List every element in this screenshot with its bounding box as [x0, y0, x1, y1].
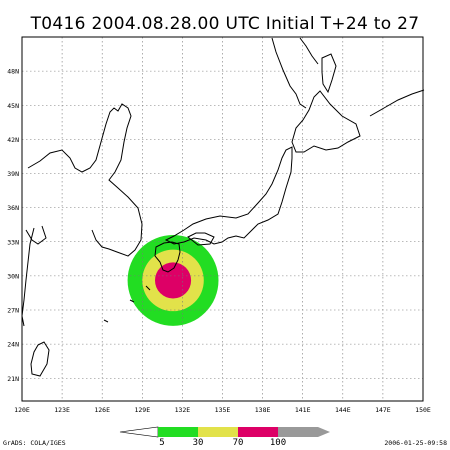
lat-tick-label: 36N	[7, 204, 19, 212]
lat-tick-label: 45N	[7, 102, 19, 110]
coast-sakhalin	[321, 53, 337, 94]
coast-honshu	[164, 146, 293, 245]
legend-label: 100	[270, 438, 286, 448]
lon-tick-label: 144E	[335, 406, 351, 414]
coast-bohai	[25, 225, 47, 245]
map-title: T0416 2004.08.28.00 UTC Initial T+24 to …	[30, 14, 420, 34]
lat-tick-label: 30N	[7, 272, 19, 280]
legend-arrow-right	[318, 427, 330, 437]
probability-rings	[127, 234, 219, 326]
lon-tick-label: 135E	[215, 406, 231, 414]
lon-tick-label: 150E	[415, 406, 431, 414]
lon-tick-label: 129E	[134, 406, 150, 414]
lat-tick-label: 48N	[7, 68, 19, 76]
legend-swatch	[238, 427, 278, 437]
coast-russia-north	[299, 37, 319, 65]
coast-taiwan	[30, 341, 50, 377]
lat-tick-label: 33N	[7, 238, 19, 246]
legend-swatch	[198, 427, 238, 437]
lon-tick-label: 138E	[255, 406, 271, 414]
grads-credit: GrADS: COLA/IGES	[3, 439, 66, 447]
coast-china-east	[21, 227, 35, 327]
coast-kurils	[369, 89, 425, 117]
probability-ring-70	[154, 262, 192, 299]
coast-hokkaido	[291, 90, 361, 153]
lat-tick-label: 42N	[7, 136, 19, 144]
lon-tick-label: 120E	[14, 406, 30, 414]
legend-label: 30	[193, 438, 204, 448]
coastlines	[21, 37, 425, 377]
lon-tick-label: 147E	[375, 406, 391, 414]
legend-arrow-left	[119, 426, 159, 438]
legend-swatch	[278, 427, 318, 437]
lon-tick-label: 126E	[94, 406, 110, 414]
graticule	[22, 37, 423, 401]
legend-swatch	[158, 427, 198, 437]
lon-tick-label: 123E	[54, 406, 70, 414]
coast-russia	[271, 37, 307, 109]
lat-tick-label: 39N	[7, 170, 19, 178]
coast-ryukyu	[103, 285, 151, 323]
coast-korea-china	[27, 103, 143, 257]
lat-tick-label: 24N	[7, 341, 19, 349]
lat-tick-label: 21N	[7, 375, 19, 383]
legend-label: 70	[233, 438, 244, 448]
color-legend: 5 30 70 100	[119, 426, 330, 448]
axis-labels: 120E 123E 126E 129E 132E 135E 138E 141E 144E 147E…	[7, 68, 431, 414]
lon-tick-label: 141E	[295, 406, 311, 414]
render-timestamp: 2006-01-25-09:58	[384, 439, 447, 447]
map-frame	[21, 36, 424, 402]
legend-label: 5	[159, 438, 164, 448]
lat-tick-label: 27N	[7, 307, 19, 315]
coast-shikoku	[187, 232, 215, 246]
lon-tick-label: 132E	[175, 406, 191, 414]
